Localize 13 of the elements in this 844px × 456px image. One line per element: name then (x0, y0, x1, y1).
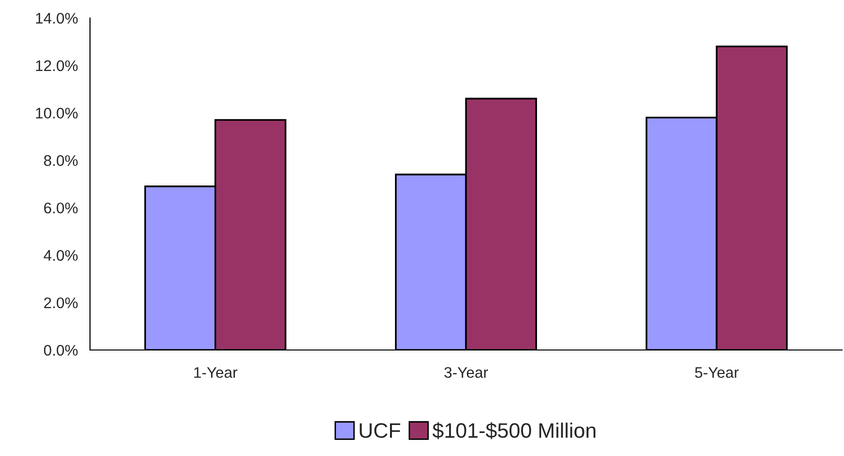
y-tick-label: 10.0% (36, 108, 78, 119)
y-tick-label: 2.0% (44, 297, 78, 308)
legend-label: $101-$500 Million (432, 422, 596, 440)
y-tick-label: 4.0% (44, 250, 78, 261)
legend-label: UCF (360, 423, 400, 438)
y-tick-label: 8.0% (44, 155, 78, 166)
y-tick-label: 14.0% (36, 12, 78, 24)
y-tick-label: 12.0% (36, 60, 78, 72)
y-tick-label: 0.0% (44, 344, 78, 356)
y-tick-label: 6.0% (44, 202, 78, 214)
x-tick-label: 1-Year (194, 367, 238, 378)
x-tick-label: 5-Year (695, 367, 739, 378)
x-tick-label: 3-Year (444, 367, 488, 378)
